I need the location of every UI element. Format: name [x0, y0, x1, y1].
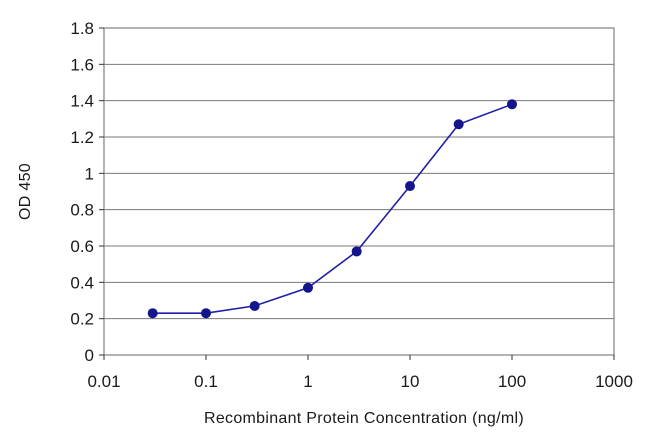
grid-lines — [104, 63, 614, 320]
y-tick-label: 1.6 — [70, 55, 94, 74]
data-point — [453, 119, 464, 130]
y-axis: 0 0.2 0.4 0.6 0.8 1 1.2 1.4 1.6 1.8 — [70, 19, 104, 365]
data-point — [201, 308, 211, 319]
x-axis-title: Recombinant Protein Concentration (ng/ml… — [204, 410, 524, 427]
y-tick-label: 0.2 — [70, 310, 94, 329]
plot-area — [103, 27, 615, 356]
y-tick-label: 0.4 — [70, 273, 94, 292]
y-tick-label: 1 — [85, 164, 94, 183]
x-tick-label: 1000 — [595, 372, 633, 391]
data-point — [249, 300, 260, 311]
data-point — [405, 181, 415, 192]
y-tick-label: 0 — [85, 346, 94, 365]
series-line — [152, 103, 513, 314]
data-point — [303, 282, 313, 293]
y-axis-title: OD 450 — [17, 163, 34, 220]
x-tick-label: 0.1 — [194, 372, 218, 391]
data-point — [147, 308, 158, 319]
x-tick-label: 0.01 — [87, 372, 120, 391]
x-tick-label: 1 — [303, 372, 312, 391]
y-tick-label: 0.6 — [70, 237, 94, 256]
y-tick-label: 0.8 — [70, 201, 94, 220]
y-tick-label: 1.2 — [70, 128, 94, 147]
y-tick-label: 1.4 — [70, 92, 94, 111]
data-point — [351, 246, 362, 257]
x-tick-label: 100 — [498, 372, 526, 391]
x-tick-label: 10 — [401, 372, 420, 391]
y-tick-label: 1.8 — [70, 19, 94, 38]
data-point — [507, 99, 517, 110]
data-points — [147, 99, 517, 319]
x-axis: 0.01 0.1 1 10 100 1000 — [87, 355, 633, 391]
